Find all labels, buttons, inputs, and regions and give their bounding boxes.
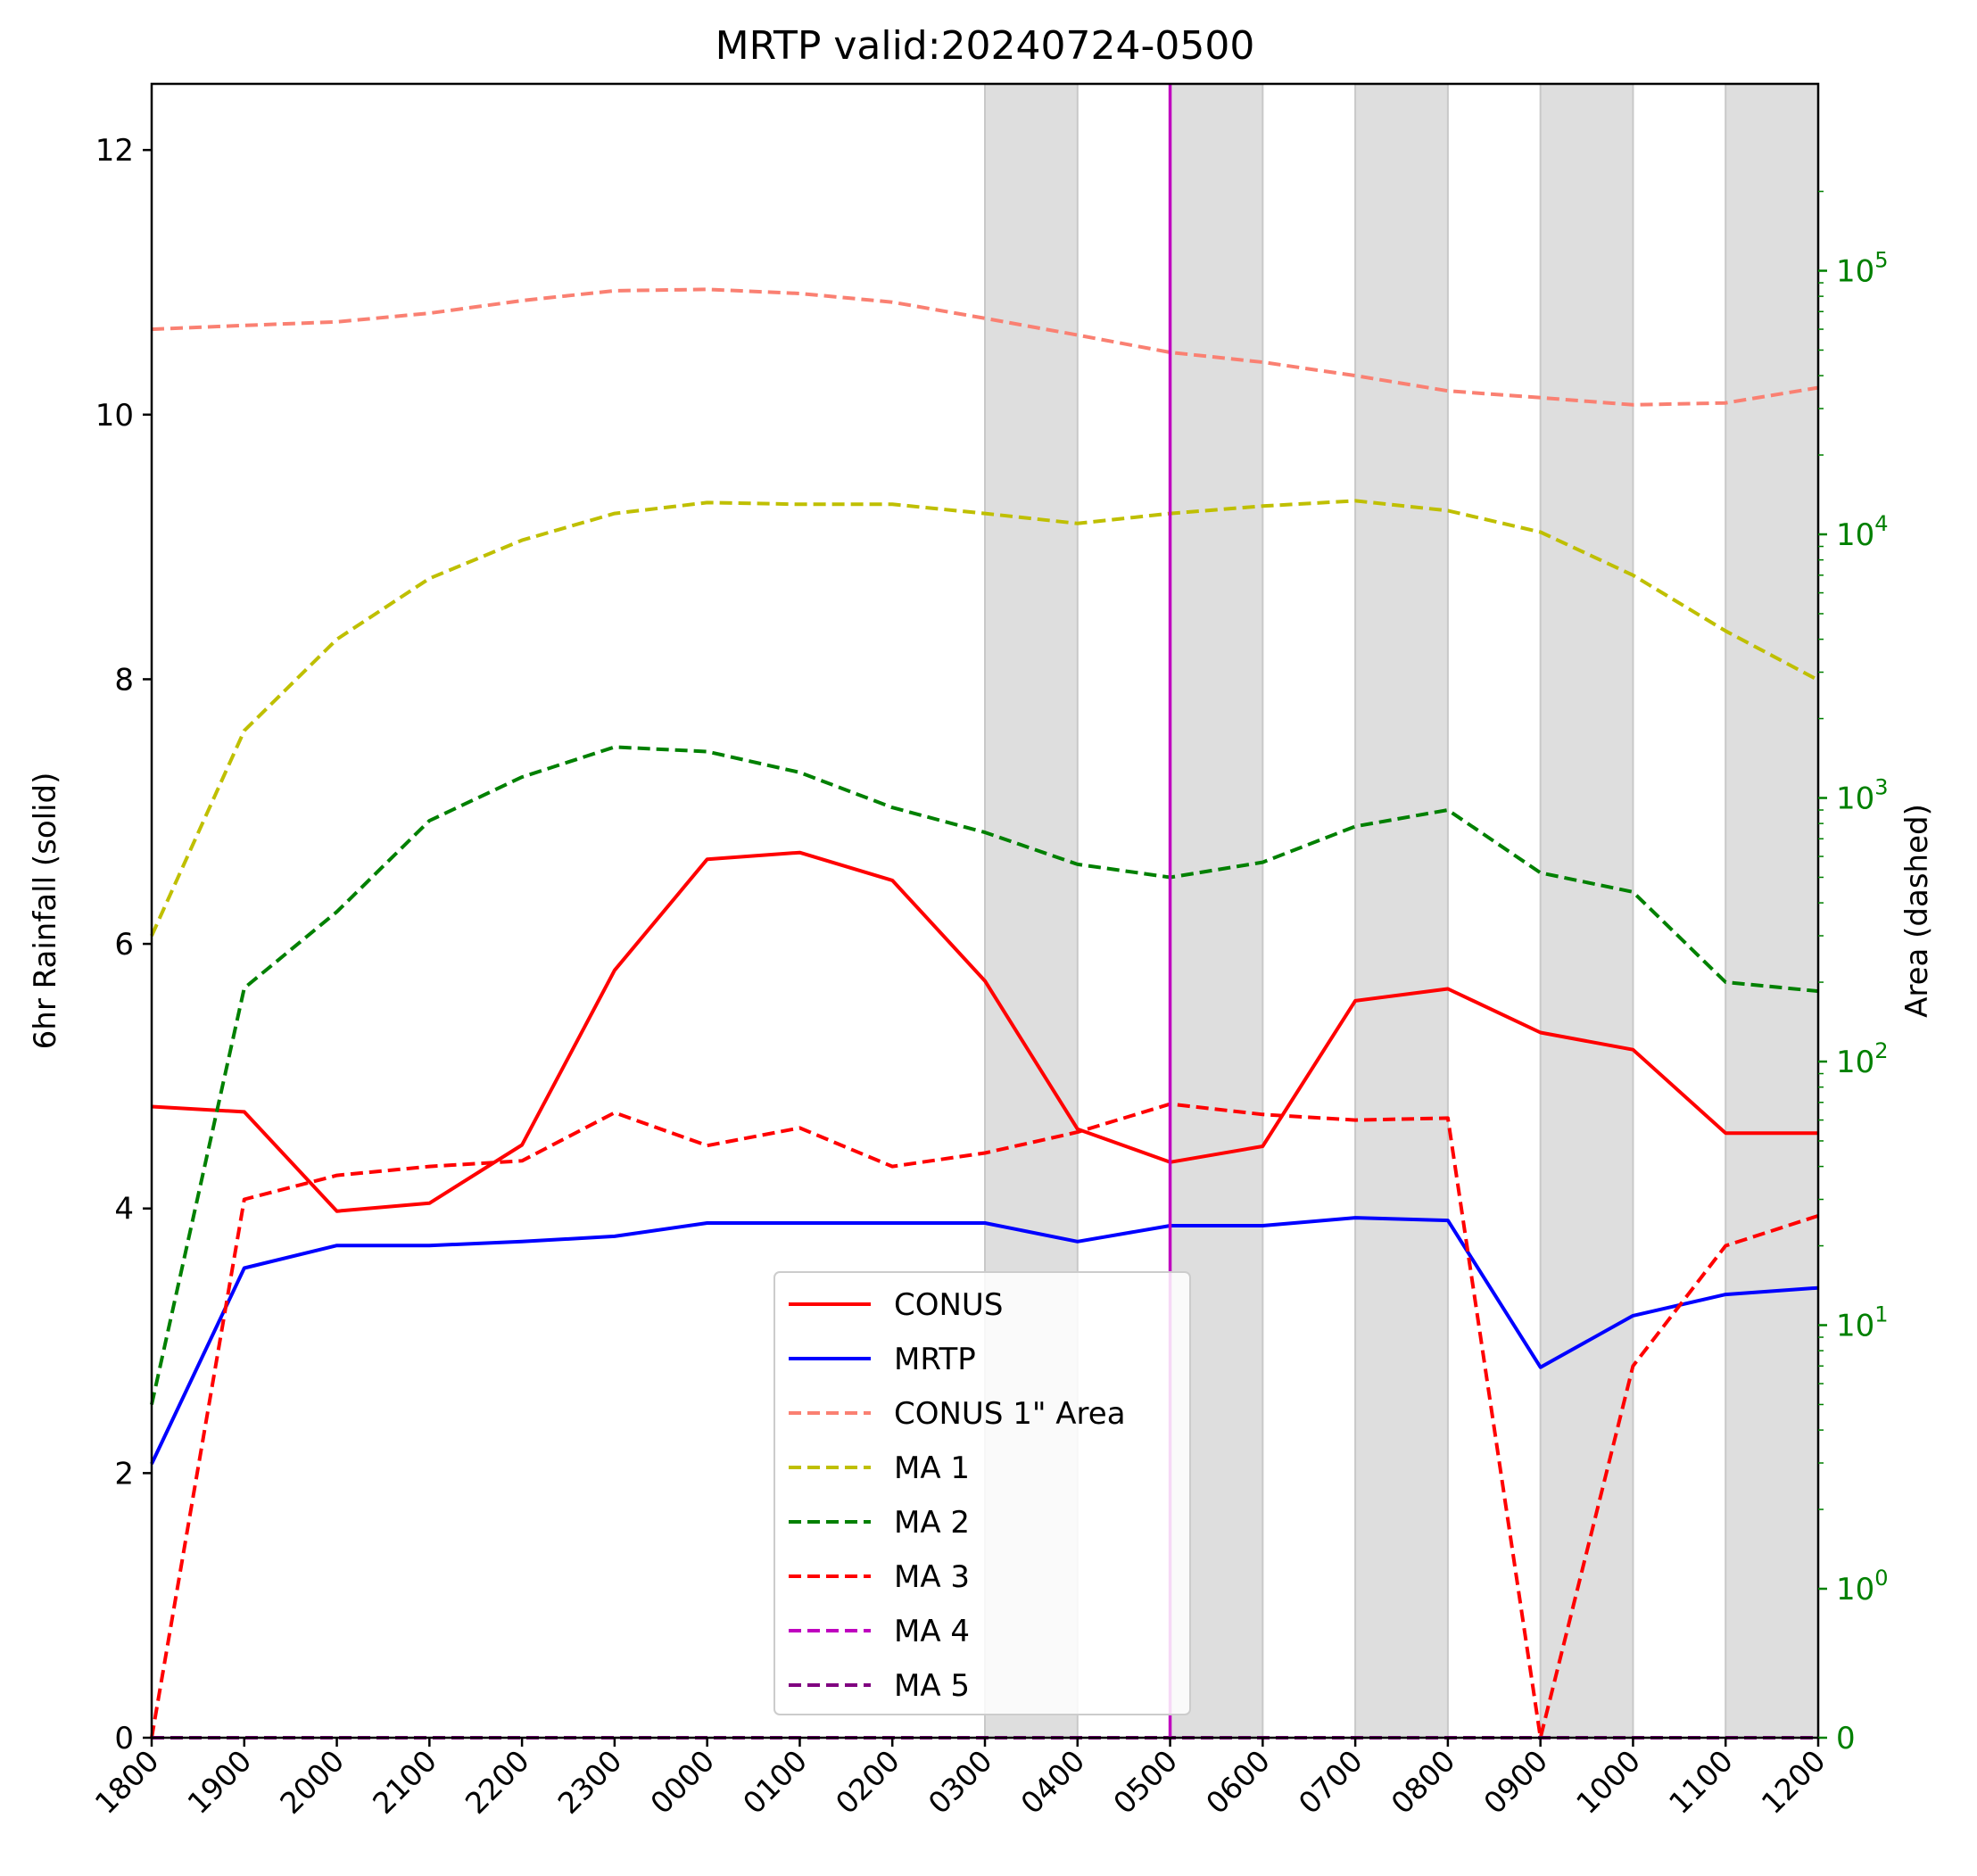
y-axis-right-label: Area (dashed) <box>1899 804 1935 1018</box>
series-line-ma-1 <box>150 499 1819 937</box>
legend-label: MA 3 <box>894 1559 970 1595</box>
legend-label: CONUS 1" Area <box>894 1396 1126 1432</box>
legend-label: MA 2 <box>894 1505 970 1541</box>
y-left-tick-label: 10 <box>95 398 134 434</box>
legend-box <box>773 1271 1191 1715</box>
series-line-ma-2 <box>150 745 1819 1405</box>
y-left-tick-label: 2 <box>114 1456 134 1492</box>
y-axis-left-label: 6hr Rainfall (solid) <box>28 773 63 1050</box>
shaded-band-3 <box>1354 83 1449 1739</box>
y-right-tick-label: 102 <box>1836 1038 1889 1080</box>
shaded-band-5 <box>1725 83 1819 1739</box>
y-right-tick-label: 100 <box>1836 1566 1889 1607</box>
shaded-band-4 <box>1539 83 1634 1739</box>
series-line-ma-3 <box>150 1102 1819 1740</box>
series-line-conus-1-area <box>151 287 1819 407</box>
y-left-tick-label: 8 <box>114 662 134 698</box>
y-left-tick-label: 6 <box>114 927 134 963</box>
y-right-tick-label: 104 <box>1836 511 1889 553</box>
legend-label: MA 4 <box>894 1614 970 1649</box>
series-line-mrtp <box>150 1216 1819 1465</box>
legend-label: MA 5 <box>894 1668 970 1704</box>
legend-label: CONUS <box>894 1287 1003 1323</box>
legend-label: MRTP <box>894 1342 976 1377</box>
y-left-tick-label: 12 <box>95 133 134 169</box>
y-left-tick-label: 4 <box>114 1192 134 1227</box>
legend-label: MA 1 <box>894 1450 970 1486</box>
y-right-tick-label: 0 <box>1836 1721 1856 1756</box>
series-line-conus <box>151 850 1818 1213</box>
y-right-tick-label: 105 <box>1836 248 1889 290</box>
y-right-tick-label: 101 <box>1836 1302 1889 1344</box>
chart-title: MRTP valid:20240724-0500 <box>716 23 1255 69</box>
y-left-tick-label: 0 <box>114 1721 134 1756</box>
legend: CONUS MRTP CONUS 1" Area MA 1 MA 2 MA 3 MA 4 MA… <box>773 1271 1191 1715</box>
y-right-tick-label: 103 <box>1836 775 1889 817</box>
